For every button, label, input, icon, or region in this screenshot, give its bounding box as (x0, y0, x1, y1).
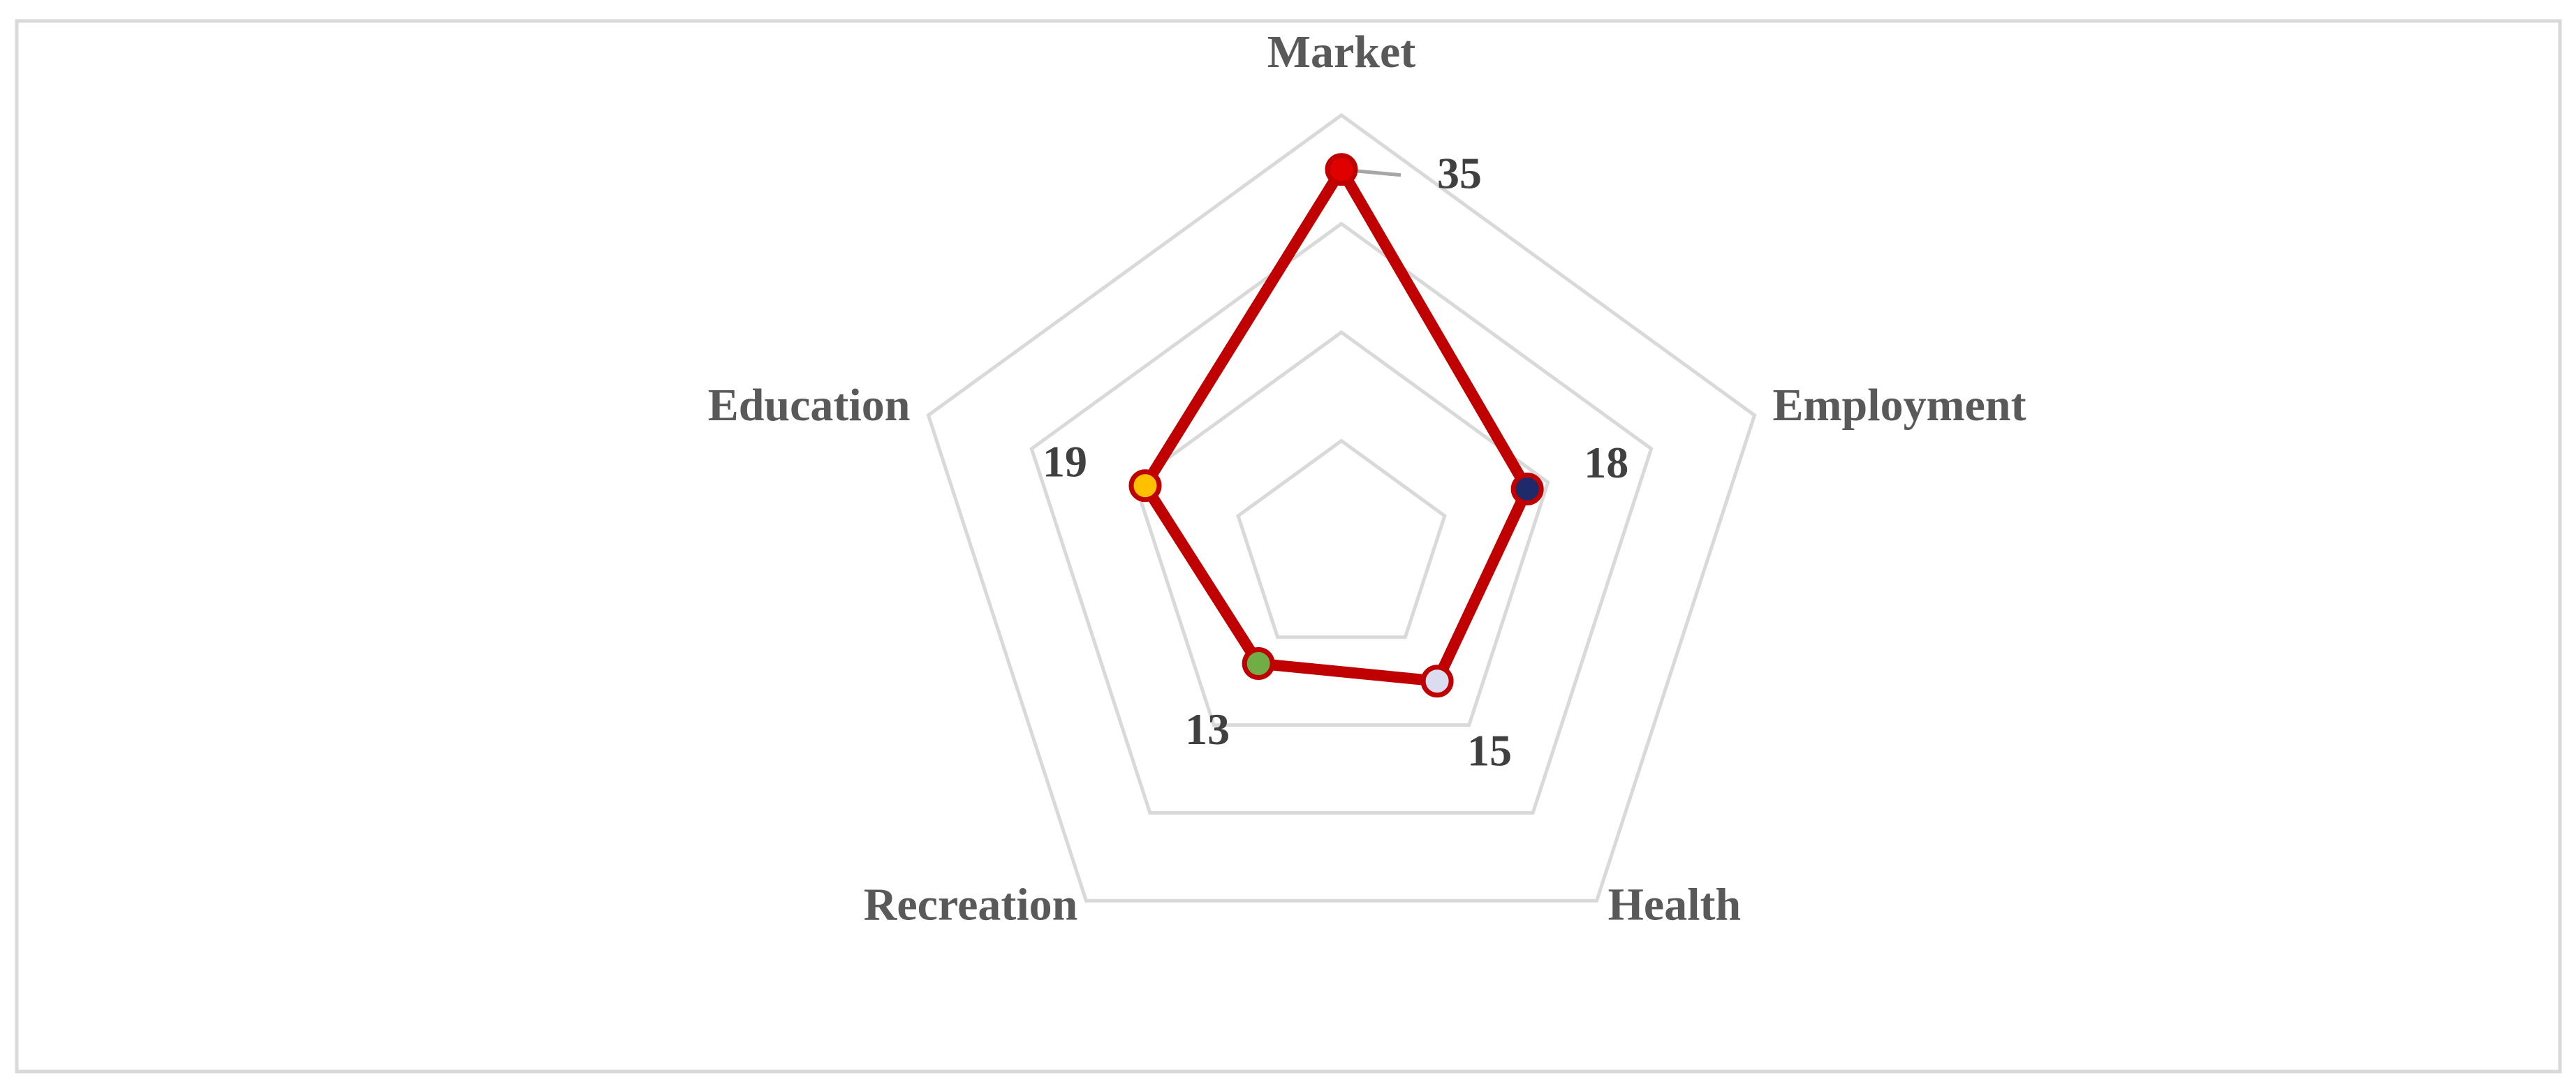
data-point (1242, 647, 1275, 681)
data-point (1510, 473, 1544, 506)
data-point (1325, 153, 1358, 186)
chart-frame (15, 19, 2562, 1074)
category-label: Recreation (864, 879, 1078, 930)
series-line (1140, 163, 1533, 687)
data-point (1420, 665, 1454, 698)
data-label: 18 (1584, 438, 1628, 487)
data-label: 13 (1185, 704, 1230, 754)
category-label: Employment (1773, 380, 2026, 431)
category-label: Market (1267, 27, 1416, 77)
grid-ring (926, 112, 1757, 903)
category-label: Education (708, 380, 911, 431)
data-label: 35 (1437, 148, 1482, 198)
grid-ring (1029, 221, 1654, 815)
leader-line (1355, 169, 1401, 177)
grid-ring (1236, 438, 1447, 639)
data-point (1128, 469, 1162, 503)
data-label: 15 (1467, 725, 1512, 775)
data-label: 19 (1043, 436, 1087, 486)
category-label: Health (1608, 879, 1742, 930)
